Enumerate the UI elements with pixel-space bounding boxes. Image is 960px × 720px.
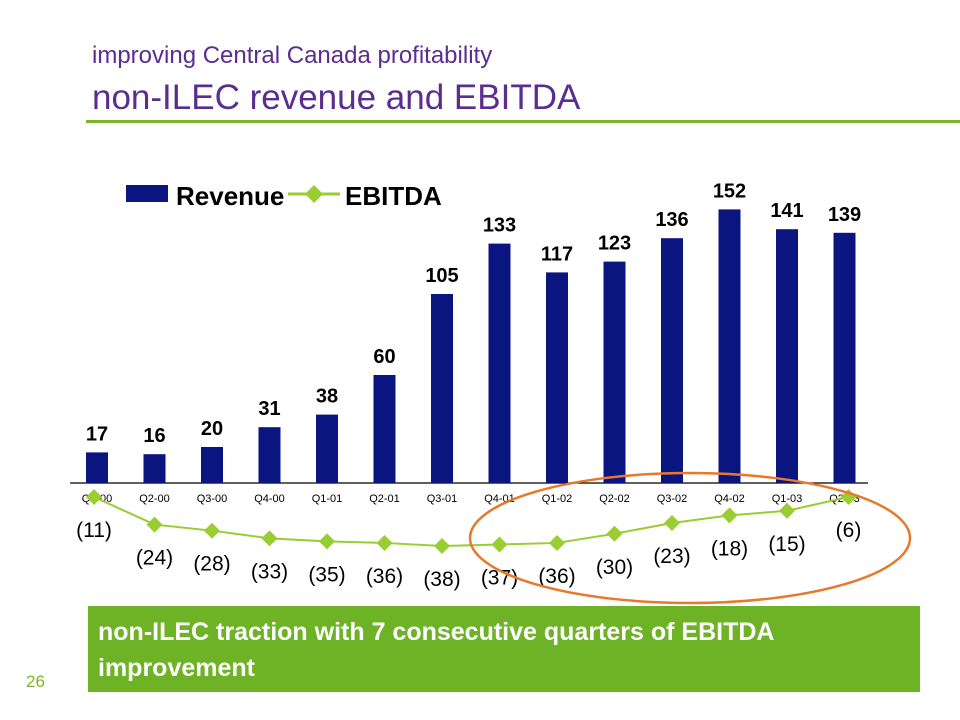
revenue-bar-q4-02 (718, 209, 741, 483)
ebitda-label-q2-01: (36) (366, 565, 403, 588)
revenue-label-q3-00: 20 (201, 418, 223, 440)
legend: Revenue EBITDA (126, 181, 442, 211)
ebitda-label-q3-00: (28) (193, 553, 230, 576)
legend-revenue-label: Revenue (176, 181, 284, 211)
revenue-bar-q2-03 (833, 232, 856, 483)
x-tick-q4-00: Q4-00 (254, 493, 285, 505)
ebitda-marker-q4-02 (721, 507, 738, 524)
revenue-bar-labels: 17 16 20 31 38 60 105 133 117 123 136 152 141 139 (86, 180, 861, 447)
revenue-label-q1-01: 38 (316, 386, 338, 408)
ebitda-label-q1-03: (15) (768, 533, 805, 556)
x-tick-labels: Q1-00Q2-00Q3-00Q4-00Q1-01Q2-01Q3-01Q4-01… (82, 493, 860, 505)
x-tick-q4-01: Q4-01 (484, 493, 515, 505)
revenue-label-q3-02: 136 (655, 209, 688, 231)
x-tick-q1-03: Q1-03 (772, 493, 803, 505)
ebitda-marker-q1-01 (319, 533, 335, 550)
x-tick-q4-02: Q4-02 (714, 493, 745, 505)
ebitda-marker-q2-01 (376, 534, 393, 551)
ebitda-label-q3-01: (38) (423, 568, 460, 591)
x-tick-q2-01: Q2-01 (369, 493, 400, 505)
revenue-bar-q4-01 (488, 243, 511, 483)
ebitda-label-q3-02: (23) (653, 545, 690, 568)
slide-subtitle: improving Central Canada profitability (92, 42, 493, 69)
revenue-label-q1-02: 117 (541, 243, 573, 265)
title-divider (86, 120, 960, 123)
x-tick-q3-01: Q3-01 (427, 493, 458, 505)
revenue-bar-q3-02 (661, 238, 683, 483)
revenue-bars (86, 209, 856, 483)
ebitda-label-q2-03: (6) (836, 519, 862, 542)
legend-ebitda-label: EBITDA (345, 181, 442, 211)
x-tick-q1-02: Q1-02 (542, 493, 573, 505)
legend-ebitda-marker (305, 185, 323, 203)
revenue-bar-q1-01 (316, 414, 338, 483)
ebitda-label-q1-00: (11) (76, 519, 112, 542)
revenue-label-q2-02: 123 (598, 233, 631, 255)
page-number: 26 (26, 672, 45, 691)
highlight-ellipse (468, 471, 912, 605)
ebitda-label-q1-02: (36) (538, 565, 575, 588)
revenue-bar-q1-02 (546, 272, 568, 483)
revenue-label-q2-00: 16 (143, 425, 165, 447)
ebitda-marker-q1-03 (779, 502, 795, 519)
revenue-label-q4-02: 152 (713, 180, 746, 202)
revenue-bar-q4-00 (258, 427, 281, 483)
ebitda-marker-q4-00 (261, 530, 278, 547)
ebitda-label-q4-00: (33) (251, 560, 288, 583)
revenue-bar-q3-01 (431, 294, 453, 483)
revenue-bar-q1-00 (86, 452, 108, 483)
revenue-bar-q2-01 (373, 375, 396, 483)
ebitda-marker-q3-02 (664, 515, 680, 532)
ebitda-label-q4-01: (37) (481, 566, 518, 589)
revenue-bar-q2-02 (603, 261, 626, 483)
revenue-label-q2-03: 139 (828, 204, 861, 226)
ebitda-label-q4-02: (18) (711, 537, 748, 560)
revenue-label-q1-00: 17 (86, 423, 108, 445)
revenue-label-q3-01: 105 (425, 265, 458, 287)
ebitda-markers (86, 489, 857, 554)
revenue-label-q2-01: 60 (373, 346, 395, 368)
revenue-label-q4-00: 31 (258, 398, 280, 420)
ebitda-marker-q3-00 (204, 522, 220, 539)
revenue-bar-q1-03 (776, 229, 798, 483)
x-tick-q2-02: Q2-02 (599, 493, 630, 505)
ebitda-label-q2-00: (24) (136, 547, 173, 570)
x-tick-q1-01: Q1-01 (312, 493, 343, 505)
ebitda-marker-q3-01 (434, 538, 450, 554)
ebitda-marker-q2-00 (146, 516, 163, 533)
x-tick-q3-00: Q3-00 (197, 493, 228, 505)
ebitda-marker-q1-02 (549, 534, 565, 551)
revenue-label-q1-03: 141 (770, 200, 803, 222)
revenue-bar-q3-00 (201, 447, 223, 483)
ebitda-marker-q2-02 (606, 525, 623, 542)
ebitda-labels: (11) (24) (28) (33) (35) (36) (38) (37) (36) (30)… (76, 519, 861, 591)
callout-box: non-ILEC traction with 7 consecutive qua… (88, 606, 920, 692)
revenue-bar-q2-00 (143, 454, 166, 483)
x-tick-q3-02: Q3-02 (657, 493, 688, 505)
ebitda-label-q1-01: (35) (308, 563, 345, 586)
ebitda-marker-q4-01 (491, 536, 508, 553)
slide-title: non-ILEC revenue and EBITDA (92, 78, 581, 117)
ebitda-marker-q1-00 (86, 489, 102, 505)
revenue-label-q4-01: 133 (483, 215, 516, 237)
x-tick-q2-00: Q2-00 (139, 493, 170, 505)
legend-revenue-swatch (126, 185, 168, 202)
ebitda-label-q2-02: (30) (596, 556, 633, 579)
